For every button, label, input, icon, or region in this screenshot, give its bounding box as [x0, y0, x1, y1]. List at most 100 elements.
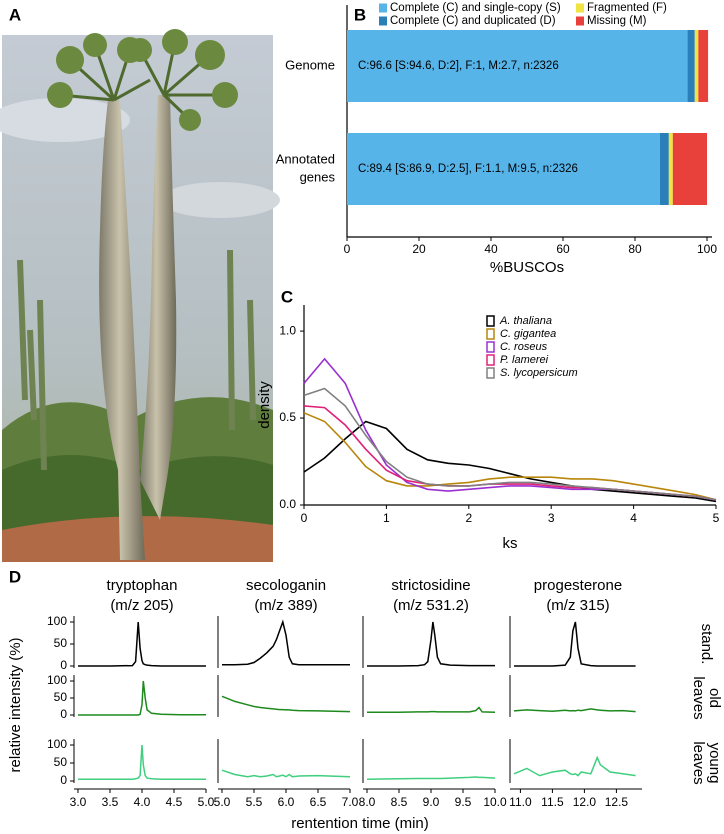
row-label: stand.	[698, 624, 715, 665]
x-tick-label: 4.5	[166, 795, 183, 809]
column-subtitle: (m/z 389)	[254, 597, 317, 614]
bar-segment	[347, 133, 660, 205]
legend-swatch	[486, 315, 495, 327]
x-tick-label: 4	[630, 511, 637, 525]
category-label: genes	[300, 169, 336, 184]
bar-segment	[687, 30, 695, 102]
bar-segment	[659, 133, 669, 205]
chromatogram-trace	[221, 769, 351, 778]
x-tick-label: 6.0	[278, 795, 295, 809]
column-title: tryptophan	[107, 577, 178, 594]
bar-segment	[672, 133, 707, 205]
y-tick-label: 50	[54, 755, 68, 769]
column-title: progesterone	[534, 577, 622, 594]
chromatogram-trace	[513, 755, 636, 777]
y-axis-label: density	[256, 381, 273, 429]
x-axis-label: ks	[503, 535, 518, 552]
y-tick-label: 100	[47, 614, 67, 628]
legend-label: S. lycopersicum	[500, 367, 578, 379]
x-tick-label: 12.0	[573, 795, 597, 809]
x-tick-label: 3.5	[102, 795, 119, 809]
x-tick-label: 20	[412, 242, 426, 256]
chromatogram-trace	[78, 621, 206, 667]
photo	[0, 29, 280, 562]
legend-swatch	[486, 341, 495, 353]
y-tick-label: 50	[54, 690, 68, 704]
panel-label: B	[354, 5, 366, 24]
legend-swatch	[486, 354, 495, 366]
x-axis-label: %BUSCOs	[490, 259, 564, 276]
x-tick-label: 5.0	[214, 795, 231, 809]
row-label: young	[706, 743, 723, 784]
x-tick-label: 5.0	[198, 795, 215, 809]
x-tick-label: 8.5	[391, 795, 408, 809]
x-tick-label: 5	[713, 511, 720, 525]
density-line	[303, 357, 717, 501]
x-tick-label: 80	[628, 242, 642, 256]
x-tick-label: 8.0	[359, 795, 376, 809]
chromatogram-trace	[367, 621, 495, 667]
bar-segment	[668, 133, 673, 205]
chromatogram-trace	[222, 619, 350, 666]
x-tick-label: 6.5	[310, 795, 327, 809]
legend-label: Missing (M)	[587, 15, 647, 27]
row-label: old	[706, 688, 723, 708]
x-tick-label: 5.5	[246, 795, 263, 809]
legend-label: P. lamerei	[500, 354, 549, 366]
chromatogram-trace	[514, 621, 636, 667]
legend-label: C. gigantea	[500, 328, 556, 340]
chromatogram-trace	[513, 708, 636, 713]
chromatogram-trace	[78, 680, 206, 716]
bar-segment	[347, 30, 688, 102]
x-tick-label: 1	[383, 511, 390, 525]
panel-label: D	[9, 567, 21, 586]
x-tick-label: 4.0	[134, 795, 151, 809]
x-axis-label: rentention time (min)	[291, 815, 429, 832]
density-line	[303, 412, 717, 501]
y-tick-label: 1.0	[279, 323, 296, 337]
category-label: Genome	[285, 57, 335, 72]
y-tick-label: 100	[47, 673, 67, 687]
row-label: leaves	[690, 676, 707, 719]
column-subtitle: (m/z 531.2)	[393, 597, 469, 614]
y-tick-label: 0	[60, 658, 67, 672]
density-line	[303, 420, 717, 503]
y-tick-label: 0	[60, 773, 67, 787]
y-tick-label: 0	[60, 707, 67, 721]
legend-swatch	[576, 16, 584, 26]
y-tick-label: 0.5	[279, 410, 296, 424]
column-title: secologanin	[246, 577, 326, 594]
legend-label: C. roseus	[500, 341, 548, 353]
column-subtitle: (m/z 315)	[546, 597, 609, 614]
column-title: strictosidine	[391, 577, 470, 594]
x-tick-label: 100	[697, 242, 717, 256]
x-tick-label: 60	[556, 242, 570, 256]
x-tick-label: 9.5	[455, 795, 472, 809]
row-label: leaves	[690, 741, 707, 784]
legend-swatch	[486, 328, 495, 340]
legend-label: Fragmented (F)	[587, 2, 667, 14]
x-tick-label: 12.5	[605, 795, 629, 809]
x-tick-label: 11.5	[541, 795, 564, 809]
legend-label: A. thaliana	[499, 315, 552, 327]
bar-segment	[694, 30, 699, 102]
legend-swatch	[379, 3, 387, 13]
y-tick-label: 0.0	[279, 497, 296, 511]
legend-swatch	[486, 367, 495, 379]
x-tick-label: 0	[301, 511, 308, 525]
y-tick-label: 100	[47, 737, 67, 751]
x-tick-label: 7.0	[342, 795, 359, 809]
legend-label: Complete (C) and single-copy (S)	[390, 2, 561, 14]
y-axis-label: relative intensity (%)	[7, 637, 24, 772]
chromatogram-trace	[366, 776, 496, 780]
category-label: Annotated	[276, 151, 335, 166]
x-tick-label: 2	[465, 511, 472, 525]
x-tick-label: 11.0	[509, 795, 532, 809]
bar-annotation: C:89.4 [S:86.9, D:2.5], F:1.1, M:9.5, n:…	[358, 163, 578, 175]
chromatogram-trace	[78, 744, 206, 780]
legend-swatch	[379, 16, 387, 26]
bar-annotation: C:96.6 [S:94.6, D:2], F:1, M:2.7, n:2326	[358, 60, 559, 72]
x-tick-label: 40	[484, 242, 498, 256]
chromatogram-trace	[221, 695, 351, 713]
